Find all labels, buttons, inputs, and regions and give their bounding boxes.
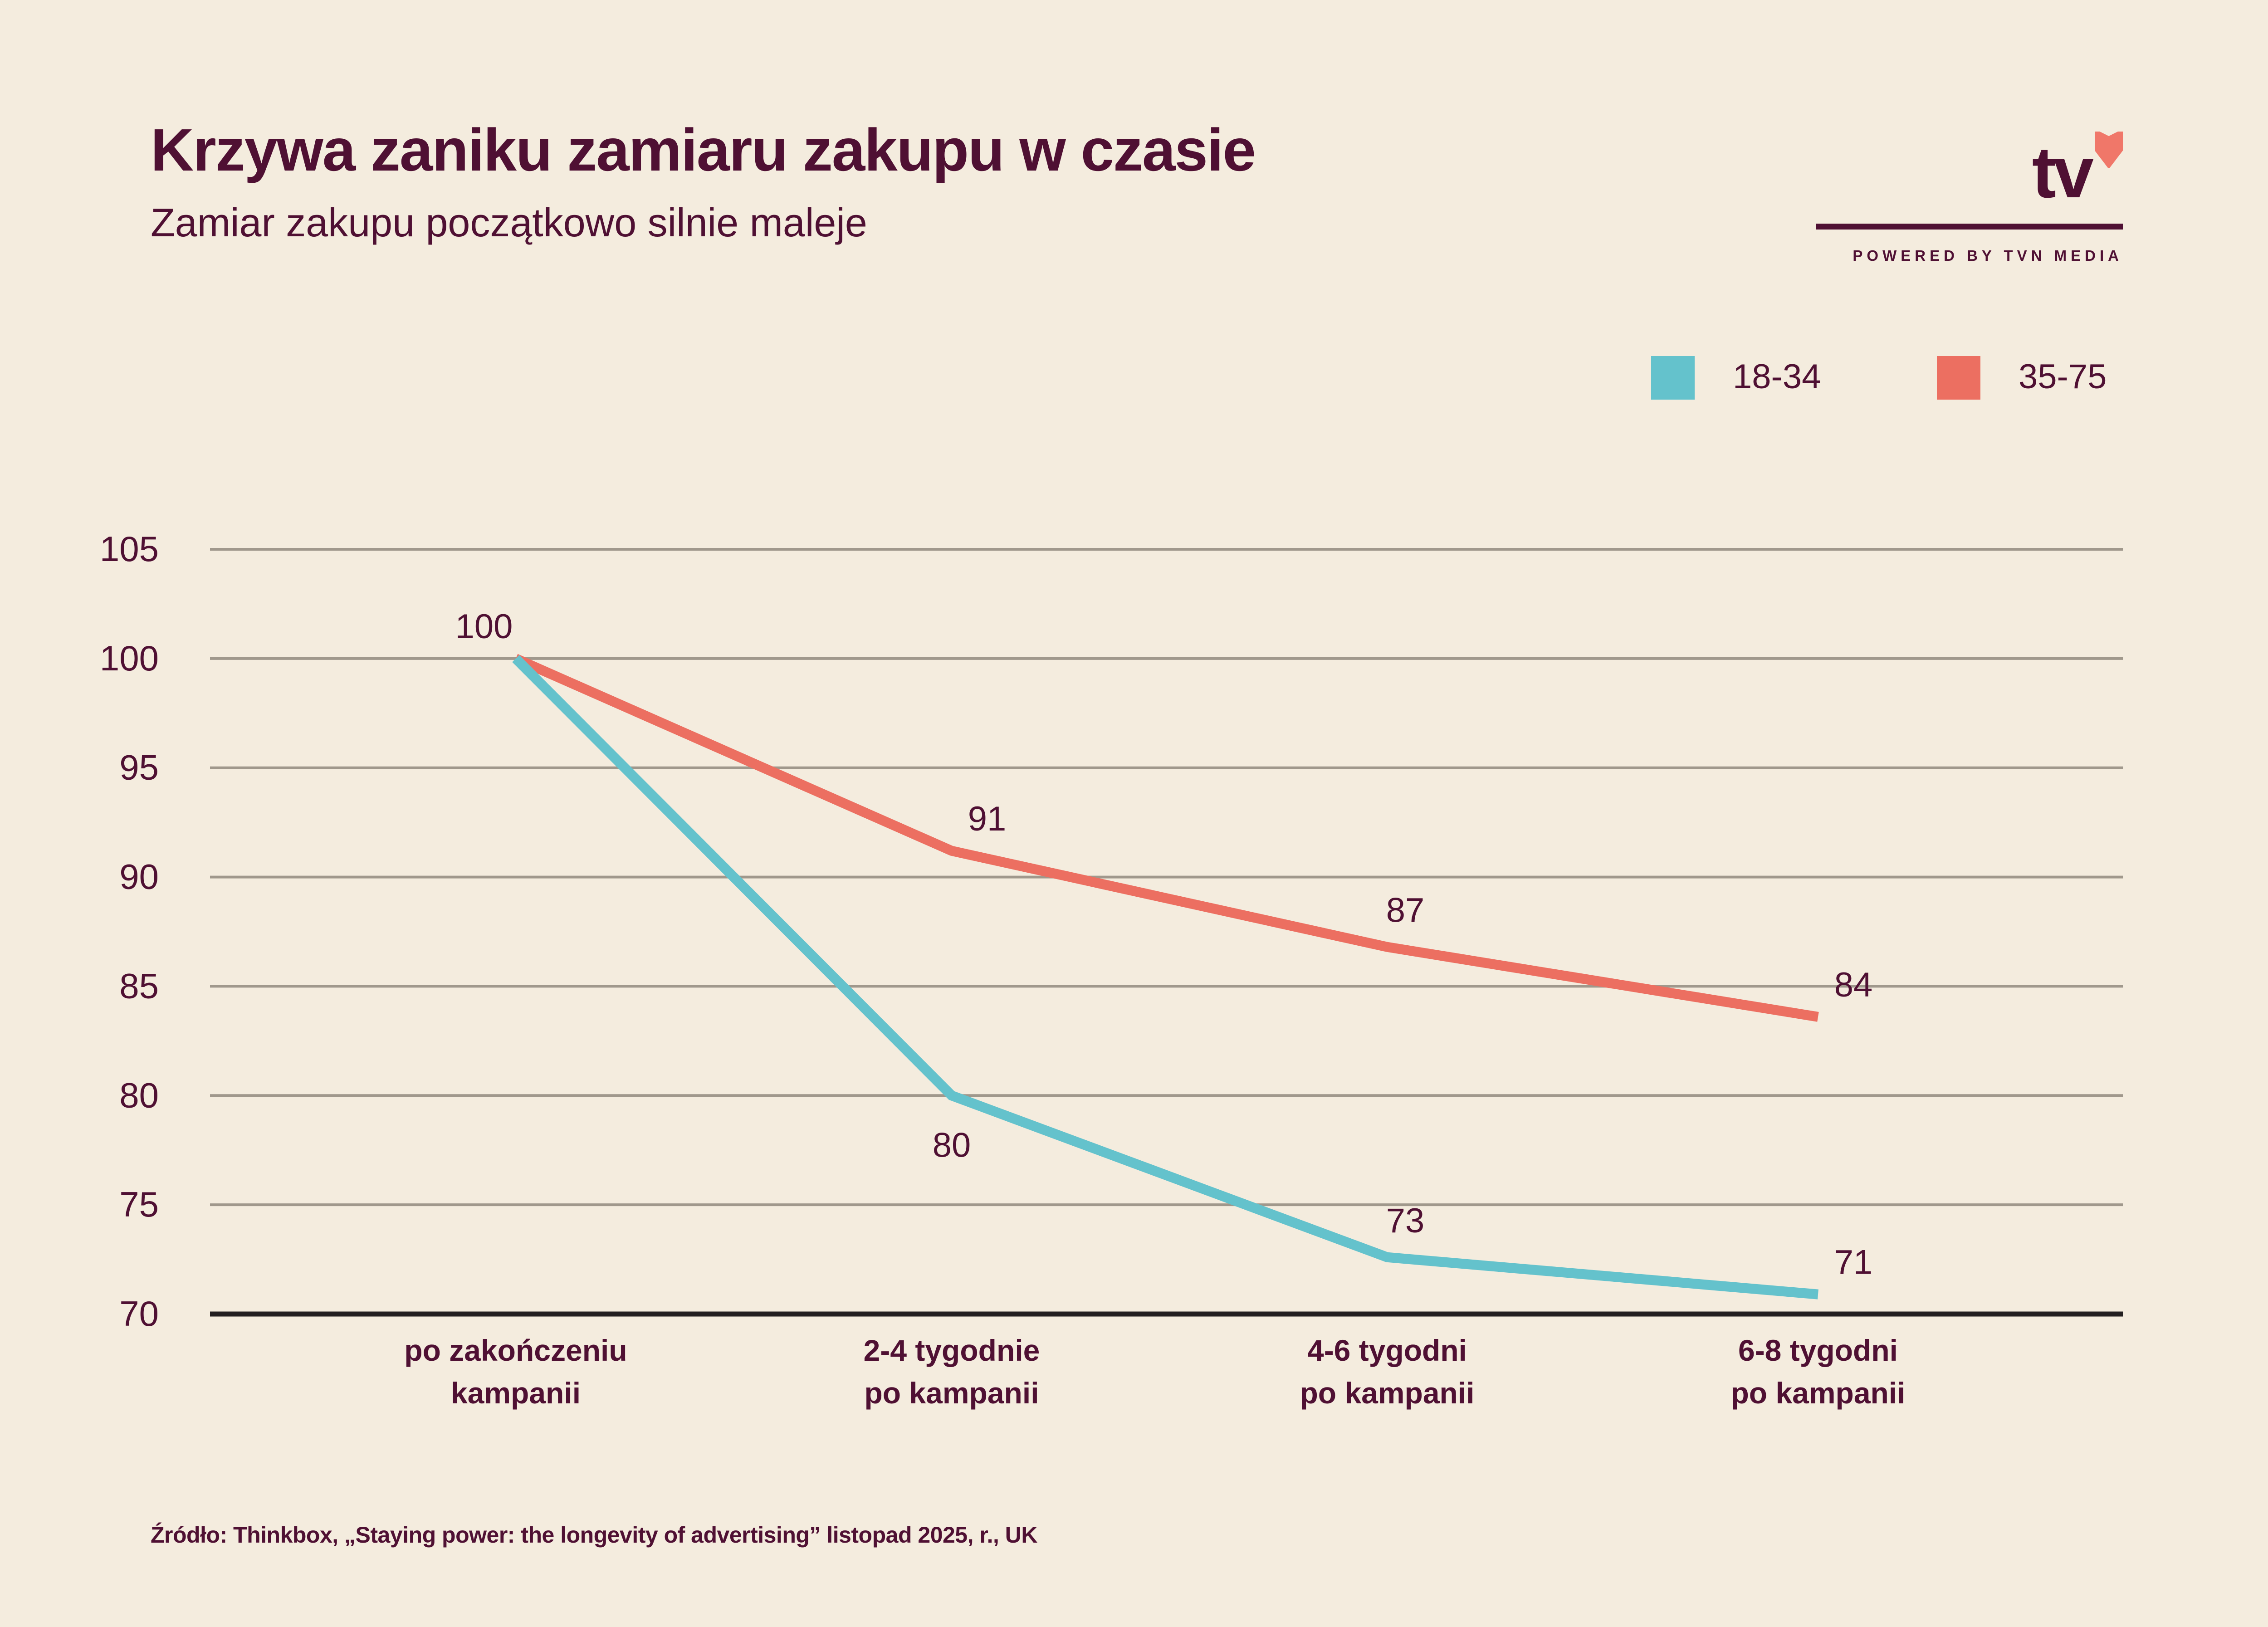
x-tick-label-line: po zakończeniu	[404, 1334, 627, 1367]
gridlines	[210, 548, 2123, 1207]
y-tick-label: 90	[119, 857, 159, 897]
y-tick-label: 105	[100, 529, 159, 569]
logo-tagline: POWERED BY TVN MEDIA	[1853, 247, 2123, 264]
x-tick-label-line: 6-8 tygodni	[1738, 1334, 1898, 1367]
heart-icon	[2095, 132, 2123, 168]
tvn-logo: tv	[1851, 127, 2123, 272]
y-axis-ticks: 105 100 95 90 85 80 75 70	[100, 529, 159, 1334]
data-labels: 80 73 71 100 91 87 84	[455, 607, 1873, 1282]
data-label-35-75: 91	[968, 800, 1007, 838]
y-tick-label: 85	[119, 966, 159, 1006]
x-tick-label: po zakończeniu kampanii	[404, 1334, 627, 1410]
y-tick-label: 75	[119, 1184, 159, 1224]
data-label-35-75: 100	[455, 607, 513, 646]
legend-label-35-75: 35-75	[2019, 357, 2107, 396]
x-tick-label-line: po kampanii	[1300, 1376, 1474, 1410]
x-tick-label-line: po kampanii	[864, 1376, 1039, 1410]
x-tick-label-line: po kampanii	[1730, 1376, 1905, 1410]
data-label-35-75: 87	[1386, 891, 1425, 930]
logo-wordmark: tv	[2032, 132, 2094, 213]
x-tick-label: 6-8 tygodni po kampanii	[1730, 1334, 1905, 1410]
series-lines	[512, 654, 1819, 1300]
x-axis-labels: po zakończeniu kampanii 2-4 tygodnie po kam…	[404, 1334, 1905, 1410]
y-tick-label: 100	[100, 638, 159, 678]
chart-subtitle: Zamiar zakupu początkowo silnie maleje	[151, 200, 867, 245]
logo-divider	[1816, 224, 2123, 230]
y-tick-label: 70	[119, 1294, 159, 1334]
x-tick-label-line: 4-6 tygodni	[1307, 1334, 1467, 1367]
data-label-18-34: 73	[1386, 1202, 1425, 1240]
y-tick-label: 95	[119, 748, 159, 787]
chart-title: Krzywa zaniku zamiaru zakupu w czasie	[151, 117, 1256, 183]
legend-swatch-35-75	[1937, 356, 1980, 400]
y-tick-label: 80	[119, 1075, 159, 1115]
x-tick-label: 2-4 tygodnie po kampanii	[864, 1334, 1040, 1410]
source-note: Źródło: Thinkbox, „Staying power: the lo…	[151, 1522, 1038, 1548]
series-line-18-34	[512, 655, 1818, 1300]
x-tick-label-line: 2-4 tygodnie	[864, 1334, 1040, 1367]
legend-swatch-18-34	[1651, 356, 1695, 400]
data-label-18-34: 80	[933, 1126, 971, 1164]
legend-label-18-34: 18-34	[1733, 357, 1821, 396]
series-line-35-75	[513, 654, 1819, 1022]
x-tick-label: 4-6 tygodni po kampanii	[1300, 1334, 1474, 1410]
x-tick-label-line: kampanii	[451, 1376, 581, 1410]
data-label-35-75: 84	[1834, 966, 1873, 1004]
data-label-18-34: 71	[1834, 1243, 1873, 1282]
